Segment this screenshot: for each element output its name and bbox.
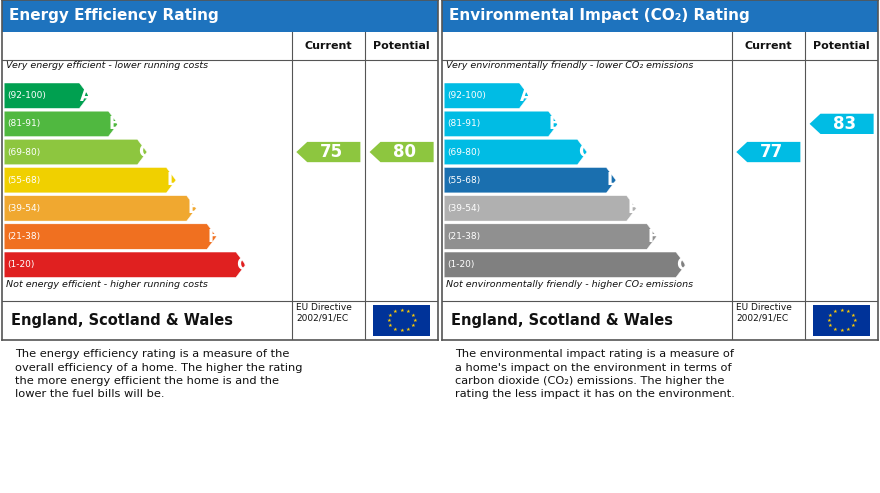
Polygon shape xyxy=(4,224,216,249)
Text: (92-100): (92-100) xyxy=(447,91,486,100)
Text: ★: ★ xyxy=(386,318,391,323)
Text: (81-91): (81-91) xyxy=(447,119,480,128)
Text: EU Directive
2002/91/EC: EU Directive 2002/91/EC xyxy=(737,303,792,323)
Text: B: B xyxy=(549,115,561,133)
Text: ★: ★ xyxy=(412,318,417,323)
Text: (69-80): (69-80) xyxy=(7,147,40,157)
Bar xyxy=(442,0,878,32)
Text: A: A xyxy=(80,87,92,105)
Text: ★: ★ xyxy=(392,327,398,332)
Text: 77: 77 xyxy=(759,143,782,161)
Text: (92-100): (92-100) xyxy=(7,91,46,100)
Text: (39-54): (39-54) xyxy=(7,204,40,213)
Polygon shape xyxy=(4,111,118,137)
Text: F: F xyxy=(208,228,219,246)
Polygon shape xyxy=(4,196,196,221)
Text: ★: ★ xyxy=(840,328,844,333)
Text: Energy Efficiency Rating: Energy Efficiency Rating xyxy=(9,8,218,23)
Polygon shape xyxy=(737,142,801,162)
Text: (21-38): (21-38) xyxy=(447,232,480,241)
Polygon shape xyxy=(444,252,686,278)
Bar xyxy=(813,305,870,336)
Polygon shape xyxy=(444,196,636,221)
Polygon shape xyxy=(297,142,361,162)
Text: D: D xyxy=(166,171,180,189)
Polygon shape xyxy=(444,83,529,108)
Text: ★: ★ xyxy=(840,308,844,313)
Text: ★: ★ xyxy=(852,318,857,323)
Text: England, Scotland & Wales: England, Scotland & Wales xyxy=(451,313,672,328)
Polygon shape xyxy=(444,140,587,165)
Text: Current: Current xyxy=(304,40,352,51)
Text: (81-91): (81-91) xyxy=(7,119,40,128)
Bar xyxy=(2,0,438,32)
Text: ★: ★ xyxy=(406,309,410,314)
Text: ★: ★ xyxy=(400,328,404,333)
Text: ★: ★ xyxy=(828,323,832,328)
Polygon shape xyxy=(4,168,176,193)
Text: ★: ★ xyxy=(828,313,832,318)
Text: ★: ★ xyxy=(850,313,855,318)
Text: Potential: Potential xyxy=(813,40,870,51)
Text: ★: ★ xyxy=(392,309,398,314)
Text: A: A xyxy=(520,87,532,105)
Text: 75: 75 xyxy=(319,143,342,161)
Text: ★: ★ xyxy=(832,309,838,314)
Text: 83: 83 xyxy=(832,115,856,133)
Text: ★: ★ xyxy=(410,323,415,328)
Text: E: E xyxy=(187,199,199,217)
Polygon shape xyxy=(444,224,656,249)
Polygon shape xyxy=(444,168,616,193)
Text: (39-54): (39-54) xyxy=(447,204,480,213)
Text: G: G xyxy=(236,256,250,274)
Polygon shape xyxy=(4,252,246,278)
Text: ★: ★ xyxy=(826,318,831,323)
Text: ★: ★ xyxy=(846,309,850,314)
Polygon shape xyxy=(444,111,558,137)
Text: England, Scotland & Wales: England, Scotland & Wales xyxy=(11,313,232,328)
Text: D: D xyxy=(606,171,620,189)
Text: B: B xyxy=(109,115,121,133)
Polygon shape xyxy=(4,83,89,108)
Text: Current: Current xyxy=(744,40,792,51)
Text: (55-68): (55-68) xyxy=(447,176,480,185)
Polygon shape xyxy=(810,114,874,134)
Text: (21-38): (21-38) xyxy=(7,232,40,241)
Text: Potential: Potential xyxy=(373,40,430,51)
Text: Very environmentally friendly - lower CO₂ emissions: Very environmentally friendly - lower CO… xyxy=(446,61,693,70)
Text: ★: ★ xyxy=(406,327,410,332)
Text: EU Directive
2002/91/EC: EU Directive 2002/91/EC xyxy=(297,303,352,323)
Text: ★: ★ xyxy=(832,327,838,332)
Text: Not energy efficient - higher running costs: Not energy efficient - higher running co… xyxy=(6,280,209,289)
Text: The energy efficiency rating is a measure of the
overall efficiency of a home. T: The energy efficiency rating is a measur… xyxy=(15,350,303,399)
Text: (55-68): (55-68) xyxy=(7,176,40,185)
Text: ★: ★ xyxy=(846,327,850,332)
Text: E: E xyxy=(627,199,639,217)
Text: 80: 80 xyxy=(392,143,416,161)
Text: C: C xyxy=(138,143,150,161)
Text: G: G xyxy=(676,256,690,274)
Text: Environmental Impact (CO₂) Rating: Environmental Impact (CO₂) Rating xyxy=(449,8,749,23)
Text: ★: ★ xyxy=(850,323,855,328)
Text: ★: ★ xyxy=(400,308,404,313)
Text: (1-20): (1-20) xyxy=(7,260,34,269)
Text: F: F xyxy=(648,228,659,246)
Polygon shape xyxy=(4,140,147,165)
Text: (69-80): (69-80) xyxy=(447,147,480,157)
Text: ★: ★ xyxy=(388,323,392,328)
Text: (1-20): (1-20) xyxy=(447,260,474,269)
Text: C: C xyxy=(578,143,590,161)
Text: The environmental impact rating is a measure of
a home's impact on the environme: The environmental impact rating is a mea… xyxy=(455,350,735,399)
Bar xyxy=(373,305,430,336)
Polygon shape xyxy=(370,142,434,162)
Text: Very energy efficient - lower running costs: Very energy efficient - lower running co… xyxy=(6,61,209,70)
Text: Not environmentally friendly - higher CO₂ emissions: Not environmentally friendly - higher CO… xyxy=(446,280,693,289)
Text: ★: ★ xyxy=(410,313,415,318)
Text: ★: ★ xyxy=(388,313,392,318)
